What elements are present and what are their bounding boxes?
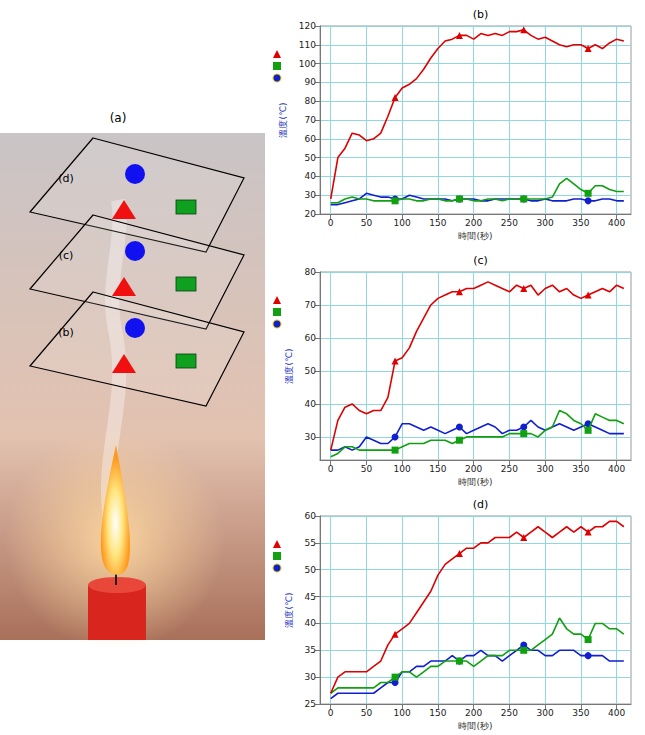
svg-text:400: 400 <box>608 708 625 718</box>
svg-text:50: 50 <box>361 464 373 474</box>
svg-text:50: 50 <box>305 153 317 163</box>
svg-text:40: 40 <box>305 399 317 409</box>
svg-text:時間(秒): 時間(秒) <box>458 477 492 487</box>
svg-text:100: 100 <box>394 464 411 474</box>
svg-text:40: 40 <box>305 171 317 181</box>
svg-text:溫度(℃): 溫度(℃) <box>284 348 294 383</box>
svg-text:溫度(℃): 溫度(℃) <box>284 592 294 627</box>
svg-text:20: 20 <box>305 209 317 219</box>
svg-text:(c): (c) <box>473 254 488 267</box>
svg-text:350: 350 <box>572 218 589 228</box>
svg-text:55: 55 <box>305 538 316 548</box>
svg-text:100: 100 <box>394 218 411 228</box>
svg-text:150: 150 <box>429 218 446 228</box>
svg-text:200: 200 <box>465 708 482 718</box>
svg-text:250: 250 <box>501 218 518 228</box>
svg-text:80: 80 <box>305 96 317 106</box>
svg-text:300: 300 <box>537 464 554 474</box>
svg-text:90: 90 <box>305 77 317 87</box>
svg-text:80: 80 <box>305 267 317 277</box>
svg-text:45: 45 <box>305 592 316 602</box>
svg-text:50: 50 <box>361 708 373 718</box>
svg-text:150: 150 <box>429 708 446 718</box>
svg-text:50: 50 <box>361 218 373 228</box>
svg-text:(a): (a) <box>110 111 127 125</box>
svg-text:300: 300 <box>537 708 554 718</box>
svg-text:250: 250 <box>501 464 518 474</box>
svg-text:100: 100 <box>299 59 316 69</box>
svg-text:(c): (c) <box>59 249 74 262</box>
svg-text:350: 350 <box>572 708 589 718</box>
svg-text:60: 60 <box>305 333 317 343</box>
svg-text:400: 400 <box>608 464 625 474</box>
svg-text:400: 400 <box>608 218 625 228</box>
svg-text:50: 50 <box>305 565 317 575</box>
svg-text:40: 40 <box>305 618 317 628</box>
svg-text:25: 25 <box>305 699 316 709</box>
svg-text:60: 60 <box>305 134 317 144</box>
svg-text:110: 110 <box>299 40 316 50</box>
svg-text:70: 70 <box>305 300 317 310</box>
svg-text:35: 35 <box>305 645 316 655</box>
svg-text:時間(秒): 時間(秒) <box>458 231 492 241</box>
svg-text:60: 60 <box>305 511 317 521</box>
svg-text:(b): (b) <box>58 326 74 339</box>
svg-text:30: 30 <box>305 672 317 682</box>
svg-text:300: 300 <box>537 218 554 228</box>
svg-text:0: 0 <box>328 218 334 228</box>
svg-text:0: 0 <box>328 464 334 474</box>
svg-text:時間(秒): 時間(秒) <box>458 721 492 731</box>
svg-text:200: 200 <box>465 464 482 474</box>
svg-text:250: 250 <box>501 708 518 718</box>
svg-text:(d): (d) <box>473 498 489 511</box>
svg-text:200: 200 <box>465 218 482 228</box>
svg-text:30: 30 <box>305 432 317 442</box>
svg-text:(b): (b) <box>473 8 489 21</box>
svg-text:(d): (d) <box>58 172 74 185</box>
svg-text:350: 350 <box>572 464 589 474</box>
svg-text:120: 120 <box>299 21 316 31</box>
svg-text:0: 0 <box>328 708 334 718</box>
svg-text:30: 30 <box>305 190 317 200</box>
svg-text:溫度(℃): 溫度(℃) <box>278 102 288 137</box>
svg-text:50: 50 <box>305 366 317 376</box>
svg-text:150: 150 <box>429 464 446 474</box>
svg-text:70: 70 <box>305 115 317 125</box>
svg-text:100: 100 <box>394 708 411 718</box>
